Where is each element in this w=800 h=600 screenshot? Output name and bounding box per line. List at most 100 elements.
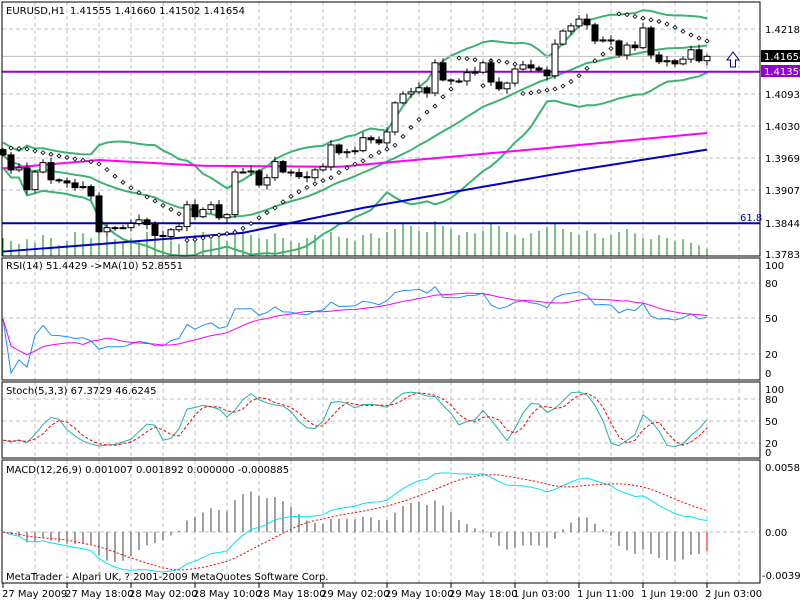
bid-label-bg bbox=[761, 50, 800, 62]
parabolic-sar-dot bbox=[216, 232, 222, 238]
candle-body bbox=[231, 171, 239, 216]
candle-body bbox=[447, 79, 455, 82]
parabolic-sar-dot bbox=[24, 146, 30, 152]
stoch-level: 50 bbox=[765, 417, 778, 428]
price-axis: 1.42180 1.40935 1.40305 1.39690 1.39075 … bbox=[740, 25, 800, 261]
candle-body bbox=[263, 177, 271, 186]
parabolic-sar-dot bbox=[696, 35, 702, 41]
stoch-main-line bbox=[2, 391, 708, 448]
parabolic-sar-dot bbox=[592, 58, 598, 64]
candle-body bbox=[23, 167, 31, 191]
candle-body bbox=[39, 162, 47, 173]
parabolic-sar-dot bbox=[16, 146, 22, 152]
candle-body bbox=[583, 18, 591, 26]
macd-main-line bbox=[2, 472, 708, 573]
parabolic-sar-dot bbox=[672, 24, 678, 30]
parabolic-sar-dot bbox=[552, 86, 558, 92]
stoch-title: Stoch(5,3,3) 67.3729 46.6245 bbox=[6, 386, 157, 397]
parabolic-sar-dot bbox=[104, 167, 110, 173]
parabolic-sar-dot bbox=[304, 184, 310, 191]
candle-body bbox=[383, 131, 391, 144]
candle-body bbox=[695, 49, 703, 62]
parabolic-sar-dot bbox=[400, 133, 406, 140]
candle-body bbox=[543, 69, 551, 77]
parabolic-sar-dot bbox=[72, 156, 78, 162]
candle-body bbox=[279, 161, 287, 173]
moving-average-slow bbox=[2, 148, 708, 253]
parabolic-sar-dot bbox=[648, 17, 654, 23]
parabolic-sar-dot bbox=[344, 165, 350, 171]
candle-body bbox=[431, 62, 439, 94]
parabolic-sar-dot bbox=[88, 159, 94, 165]
parabolic-sar-dot bbox=[152, 198, 158, 204]
grid bbox=[2, 2, 760, 583]
price-label: 1.42180 bbox=[765, 25, 800, 36]
candle-body bbox=[55, 179, 63, 182]
time-label: 27 May 2009 bbox=[2, 589, 67, 600]
time-label: 28 May 02:00 bbox=[129, 589, 198, 600]
candle-body bbox=[575, 18, 583, 27]
arrow-up-icon[interactable] bbox=[726, 51, 740, 68]
candle-body bbox=[495, 81, 503, 90]
candle-body bbox=[439, 62, 447, 81]
bollinger-middle bbox=[2, 44, 708, 219]
parabolic-sar-dot bbox=[536, 88, 542, 95]
candle-body bbox=[655, 54, 663, 63]
fibo-level-label: 61.8 bbox=[740, 213, 762, 224]
candle-body bbox=[303, 176, 311, 179]
parabolic-sar-dot bbox=[680, 28, 686, 34]
panel-frame bbox=[1, 459, 761, 584]
parabolic-sar-dot bbox=[584, 65, 590, 71]
rsi-level: 50 bbox=[765, 314, 778, 325]
parabolic-sar-dot bbox=[448, 86, 454, 92]
parabolic-sar-dot bbox=[640, 15, 646, 21]
candle-body bbox=[471, 71, 479, 74]
parabolic-sar-dot bbox=[120, 179, 126, 185]
parabolic-sar-dot bbox=[440, 94, 446, 100]
rsi-level: 20 bbox=[765, 350, 778, 361]
candle-body bbox=[167, 229, 175, 237]
parabolic-sar-dot bbox=[688, 32, 694, 38]
candle-body bbox=[215, 204, 223, 219]
parabolic-sar-dot bbox=[80, 157, 86, 163]
candle-body bbox=[423, 87, 431, 94]
time-label: 29 May 10:00 bbox=[385, 589, 454, 600]
volume-bars bbox=[2, 221, 708, 256]
candle-body bbox=[399, 93, 407, 104]
parabolic-sar-dot bbox=[48, 151, 54, 157]
candle-body bbox=[679, 58, 687, 65]
parabolic-sar-dot bbox=[312, 181, 318, 187]
candle-body bbox=[663, 60, 671, 63]
macd-level: 0.00 bbox=[765, 528, 787, 539]
time-label: 27 May 18:00 bbox=[65, 589, 134, 600]
candle-body bbox=[351, 150, 359, 153]
parabolic-sar-dot bbox=[608, 45, 614, 52]
parabolic-sar-dot bbox=[280, 199, 286, 205]
hline-price-label: 1.41359 bbox=[764, 67, 800, 78]
candle-body bbox=[367, 137, 375, 141]
candle-body bbox=[135, 219, 143, 224]
candle-body bbox=[335, 144, 343, 154]
time-label: 2 Jun 03:00 bbox=[705, 589, 762, 600]
candle-body bbox=[535, 67, 543, 71]
stoch-level: 80 bbox=[765, 395, 778, 406]
candle-body bbox=[343, 151, 351, 154]
time-label: 28 May 18:00 bbox=[257, 589, 326, 600]
candle-body bbox=[63, 180, 71, 184]
price-label: 1.39075 bbox=[765, 186, 800, 197]
bid-price-label: 1.41654 bbox=[764, 52, 800, 63]
parabolic-sar-dot bbox=[656, 18, 662, 25]
parabolic-sar-dot bbox=[576, 73, 582, 79]
candle-body bbox=[143, 219, 151, 226]
candle-body bbox=[295, 172, 303, 178]
bollinger-lower bbox=[2, 71, 708, 257]
parabolic-sar-dot bbox=[264, 209, 270, 216]
candle-body bbox=[223, 214, 231, 219]
parabolic-sar-dot bbox=[328, 175, 334, 181]
time-label: 1 Jun 11:00 bbox=[577, 589, 634, 600]
parabolic-sar-dot bbox=[112, 173, 118, 179]
parabolic-sar-dot bbox=[208, 233, 214, 240]
candle-body bbox=[639, 27, 647, 49]
